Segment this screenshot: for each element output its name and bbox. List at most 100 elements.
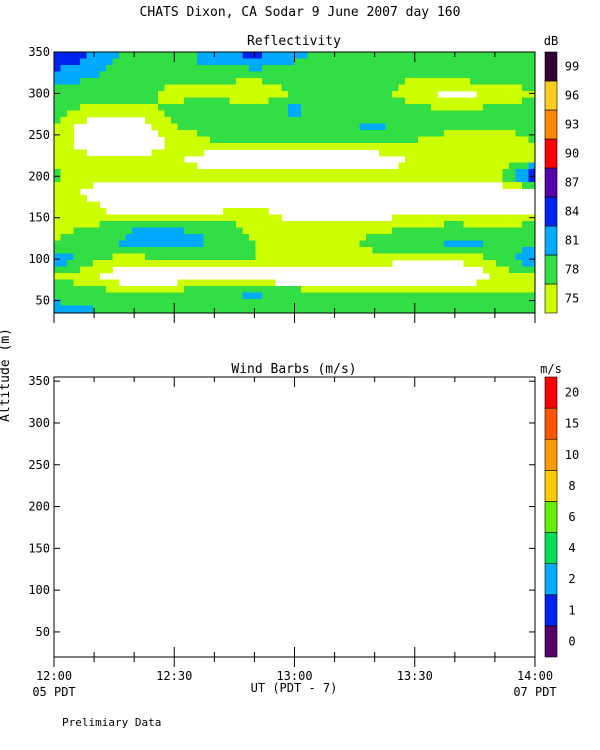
reflectivity-cell <box>437 240 445 248</box>
reflectivity-cell <box>203 130 211 137</box>
reflectivity-cell <box>281 117 289 124</box>
reflectivity-cell <box>249 117 256 124</box>
reflectivity-cell <box>112 169 120 176</box>
reflectivity-cell <box>54 305 61 313</box>
reflectivity-cell <box>197 175 204 183</box>
reflectivity-cell <box>93 84 100 92</box>
reflectivity-cell <box>385 104 393 111</box>
reflectivity-cell <box>112 292 120 300</box>
reflectivity-cell <box>112 234 120 241</box>
reflectivity-cell <box>99 221 107 228</box>
reflectivity-cell <box>301 169 308 176</box>
reflectivity-cell <box>470 299 477 306</box>
reflectivity-cell <box>229 117 237 124</box>
reflectivity-cell <box>288 65 295 72</box>
reflectivity-cell <box>353 52 360 59</box>
reflectivity-cell <box>73 292 81 300</box>
reflectivity-cell <box>262 169 269 176</box>
reflectivity-cell <box>457 104 464 111</box>
reflectivity-cell <box>99 84 107 92</box>
reflectivity-cell <box>515 279 523 287</box>
reflectivity-cell <box>353 84 360 92</box>
reflectivity-cell <box>151 78 159 85</box>
reflectivity-cell <box>138 253 146 261</box>
reflectivity-cell <box>528 234 535 241</box>
reflectivity-cell <box>346 71 354 79</box>
reflectivity-cell <box>54 292 61 300</box>
reflectivity-cell <box>80 208 87 215</box>
wind-barbs-y-tick-label: 100 <box>28 583 50 597</box>
reflectivity-cell <box>528 110 535 118</box>
reflectivity-cell <box>314 58 321 66</box>
reflectivity-cell <box>424 305 432 313</box>
reflectivity-cell <box>197 169 204 176</box>
reflectivity-cell <box>372 221 380 228</box>
reflectivity-cell <box>424 136 432 144</box>
reflectivity-cell <box>489 130 497 137</box>
reflectivity-cell <box>106 305 113 313</box>
reflectivity-cell <box>294 58 302 66</box>
reflectivity-cell <box>502 299 510 306</box>
reflectivity-cell <box>145 253 152 261</box>
reflectivity-cell <box>437 58 445 66</box>
reflectivity-cell <box>60 58 68 66</box>
reflectivity-cell <box>249 292 256 300</box>
reflectivity-cell <box>177 52 185 59</box>
reflectivity-cell <box>93 110 100 118</box>
reflectivity-cell <box>405 110 412 118</box>
reflectivity-cell <box>262 247 269 254</box>
reflectivity-cell <box>385 123 393 131</box>
reflectivity-cell <box>463 260 471 267</box>
reflectivity-cell <box>210 58 217 66</box>
reflectivity-cell <box>54 266 61 274</box>
reflectivity-cell <box>385 149 393 157</box>
reflectivity-cell <box>93 292 100 300</box>
reflectivity-cell <box>418 247 425 254</box>
reflectivity-cell <box>216 286 224 293</box>
reflectivity-cell <box>418 78 425 85</box>
reflectivity-cell <box>242 305 250 313</box>
reflectivity-cell <box>385 253 393 261</box>
reflectivity-cell <box>145 117 152 124</box>
reflectivity-cell <box>522 247 529 254</box>
reflectivity-cell <box>294 104 302 111</box>
reflectivity-cell <box>216 91 224 98</box>
reflectivity-cell <box>125 84 133 92</box>
reflectivity-cell <box>483 247 490 254</box>
reflectivity-cell <box>164 123 172 131</box>
reflectivity-cell <box>288 110 295 118</box>
reflectivity-cell <box>327 110 334 118</box>
reflectivity-cell <box>203 110 211 118</box>
reflectivity-cell <box>268 292 276 300</box>
wind-barbs-y-tick-label: 350 <box>28 374 50 388</box>
reflectivity-cell <box>216 299 224 306</box>
reflectivity-cell <box>125 292 133 300</box>
reflectivity-cell <box>431 84 438 92</box>
reflectivity-cell <box>489 253 497 261</box>
reflectivity-cell <box>476 286 484 293</box>
reflectivity-cell <box>138 214 146 222</box>
reflectivity-cell <box>463 117 471 124</box>
reflectivity-cell <box>106 299 113 306</box>
reflectivity-cell <box>242 247 250 254</box>
reflectivity-cell <box>437 65 445 72</box>
reflectivity-cell <box>379 104 386 111</box>
reflectivity-cell <box>346 292 354 300</box>
reflectivity-cell <box>431 299 438 306</box>
reflectivity-cell <box>327 78 334 85</box>
reflectivity-cell <box>294 65 302 72</box>
reflectivity-cell <box>359 169 367 176</box>
reflectivity-cell <box>60 208 68 215</box>
reflectivity-cell <box>177 227 185 235</box>
reflectivity-cell <box>437 117 445 124</box>
reflectivity-cell <box>67 221 74 228</box>
reflectivity-cell <box>80 234 87 241</box>
reflectivity-cell <box>366 117 373 124</box>
wind-colorbar-label: 15 <box>565 417 579 431</box>
reflectivity-cell <box>372 71 380 79</box>
reflectivity-cell <box>67 130 74 137</box>
reflectivity-cell <box>353 240 360 248</box>
reflectivity-cell <box>431 117 438 124</box>
reflectivity-cell <box>444 130 451 137</box>
reflectivity-cell <box>483 305 490 313</box>
